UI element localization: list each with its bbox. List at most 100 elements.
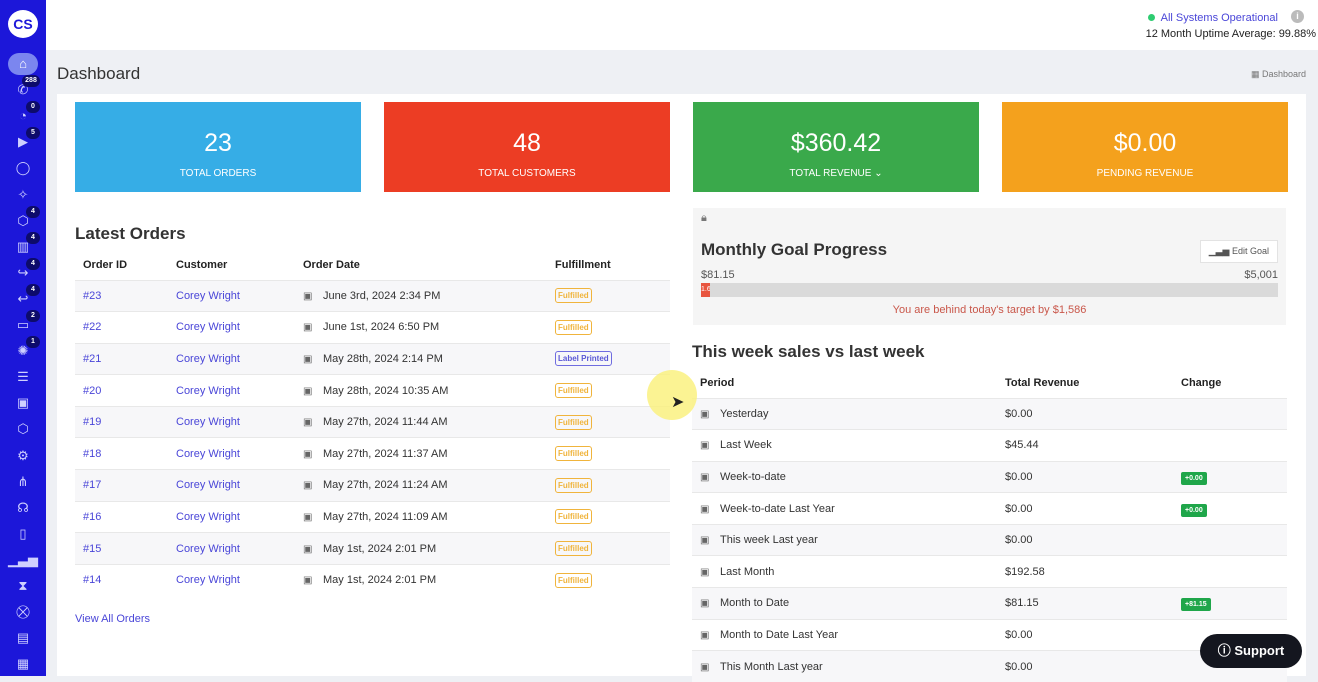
stat-card[interactable]: 23 Total Orders [75,102,361,192]
barcode-scan-icon[interactable]: ▥ [16,238,30,254]
mobile-icon[interactable]: ▯ [19,525,27,541]
stat-value: 23 [204,129,232,157]
customer-link[interactable]: Corey Wright [176,574,240,587]
breadcrumb[interactable]: ▦ Dashboard [1250,69,1306,79]
revenue: $192.58 [997,555,1173,588]
info-icon[interactable]: i [1291,10,1304,23]
phone-icon[interactable]: ✆ [17,82,29,98]
table-row: ▣ Month to Date $81.15 +81.15 [692,587,1287,620]
hourglass-icon[interactable]: ⧗ [18,578,28,593]
order-id-link[interactable]: #18 [83,447,102,460]
col-customer: Customer [176,258,228,271]
order-id-link[interactable]: #17 [83,479,102,492]
count-badge: 4 [26,205,40,218]
stat-label: Pending Revenue [1096,168,1194,179]
customer-link[interactable]: Corey Wright [176,542,240,555]
order-id-link[interactable]: #15 [83,542,102,555]
customer-link[interactable]: Corey Wright [176,289,240,302]
calendar-icon: ▣ [700,566,710,578]
customer-link[interactable]: Corey Wright [176,447,240,460]
mouse-pointer-icon: ➤ [671,394,685,411]
bar-chart-icon[interactable]: ▁▃▅ [8,551,38,567]
page-title: Dashboard [57,64,141,83]
calendar-icon: ▣ [303,322,313,334]
customer-link[interactable]: Corey Wright [176,384,240,397]
store-icon[interactable]: ▦ [16,656,30,672]
fulfillment-badge: Fulfilled [555,288,592,304]
order-date: May 28th, 2024 2:14 PM [323,352,443,365]
order-id-link[interactable]: #21 [83,352,102,365]
revenue: $0.00 [997,397,1173,430]
box-icon[interactable]: ⬡ [17,212,29,228]
customer-link[interactable]: Corey Wright [176,321,240,334]
order-date: June 3rd, 2024 2:34 PM [323,289,441,302]
ticket-icon[interactable]: ▭ [16,317,30,332]
system-status-link[interactable]: All Systems Operational [1147,12,1278,24]
grid-icon: ▦ [1250,69,1262,79]
edit-goal-button[interactable]: ▁▃▅ Edit Goal [1199,240,1278,263]
table-row: ▣ This Month Last year $0.00 [692,650,1287,682]
count-badge: 4 [26,257,40,270]
calendar-icon: ▣ [700,471,710,483]
gear-icon[interactable]: ⚙ [17,447,29,463]
order-id-link[interactable]: #23 [83,289,102,302]
order-id-link[interactable]: #19 [83,416,102,429]
order-id-link[interactable]: #16 [83,510,102,523]
home-icon[interactable]: ⌂ [8,53,38,75]
col-order-id: Order ID [83,258,128,271]
party-icon[interactable]: ✺ [17,343,29,359]
customer-link[interactable]: Corey Wright [176,510,240,523]
headset-icon[interactable]: ☊ [17,499,29,515]
order-id-link[interactable]: #22 [83,321,102,334]
goal-message: You are behind today's target by $1,586 [892,304,1087,316]
forward-icon[interactable]: ↪ [17,264,29,280]
stat-value: 48 [513,129,541,157]
table-row: ▣ Last Month $192.58 [692,555,1287,588]
order-id-link[interactable]: #14 [83,574,102,587]
rss-icon[interactable]: ◔ [19,108,27,124]
order-id-link[interactable]: #20 [83,384,102,397]
chart-icon: ▁▃▅ [1208,246,1232,256]
stat-label: Total Revenue ⌄ [789,168,883,179]
user-list-icon[interactable]: ☰ [17,369,29,385]
order-date: May 27th, 2024 11:24 AM [323,479,448,492]
package-icon[interactable]: ⬡ [17,421,29,437]
support-button[interactable]: ⓘ Support [1200,634,1302,668]
calendar-icon: ▣ [303,543,313,555]
table-row: #22 Corey Wright ▣ June 1st, 2024 6:50 PM… [75,311,670,344]
latest-orders-title: Latest Orders [75,224,186,243]
top-bar: All Systems Operational i 12 Month Uptim… [46,0,1318,50]
magic-wand-icon[interactable]: ✧ [17,186,29,202]
table-row: #23 Corey Wright ▣ June 3rd, 2024 2:34 PM… [75,279,670,312]
goal-title: Monthly Goal Progress [701,240,888,259]
stat-card[interactable]: $360.42 Total Revenue ⌄ [693,102,979,192]
table-row: ▣ Yesterday $0.00 [692,397,1287,430]
period: Week-to-date Last Year [720,502,835,515]
cursor-highlight [647,370,697,420]
calendar-icon: ▣ [303,417,313,429]
video-icon[interactable]: ▣ [16,395,30,411]
share-icon[interactable]: ⋔ [17,473,29,489]
chat-icon[interactable]: ◯ [15,160,31,176]
customer-link[interactable]: Corey Wright [176,352,240,365]
fulfillment-badge: Fulfilled [555,541,592,557]
lock-icon: 🔒︎ [701,212,707,224]
stat-value: $360.42 [790,129,882,157]
customer-link[interactable]: Corey Wright [176,416,240,429]
calendar-icon: ▣ [700,535,710,547]
revenue: $81.15 [997,587,1173,620]
customer-link[interactable]: Corey Wright [176,479,240,492]
stat-card[interactable]: $0.00 Pending Revenue [1002,102,1288,192]
col-period: Period [700,376,735,389]
stat-card[interactable]: 48 Total Customers [384,102,670,192]
list-icon[interactable]: ▤ [16,630,30,646]
table-row: #21 Corey Wright ▣ May 28th, 2024 2:14 PM… [75,342,670,375]
logo[interactable]: CS [8,10,38,38]
stat-value: $0.00 [1113,129,1177,157]
return-icon[interactable]: ↩ [17,290,29,306]
view-all-orders-link[interactable]: View All Orders [75,613,150,625]
play-icon[interactable]: ▶ [18,134,28,150]
calendar-icon: ▣ [303,448,313,460]
cart-icon[interactable]: ⛒ [16,604,30,620]
table-row: ▣ Week-to-date $0.00 +0.00 [692,460,1287,493]
